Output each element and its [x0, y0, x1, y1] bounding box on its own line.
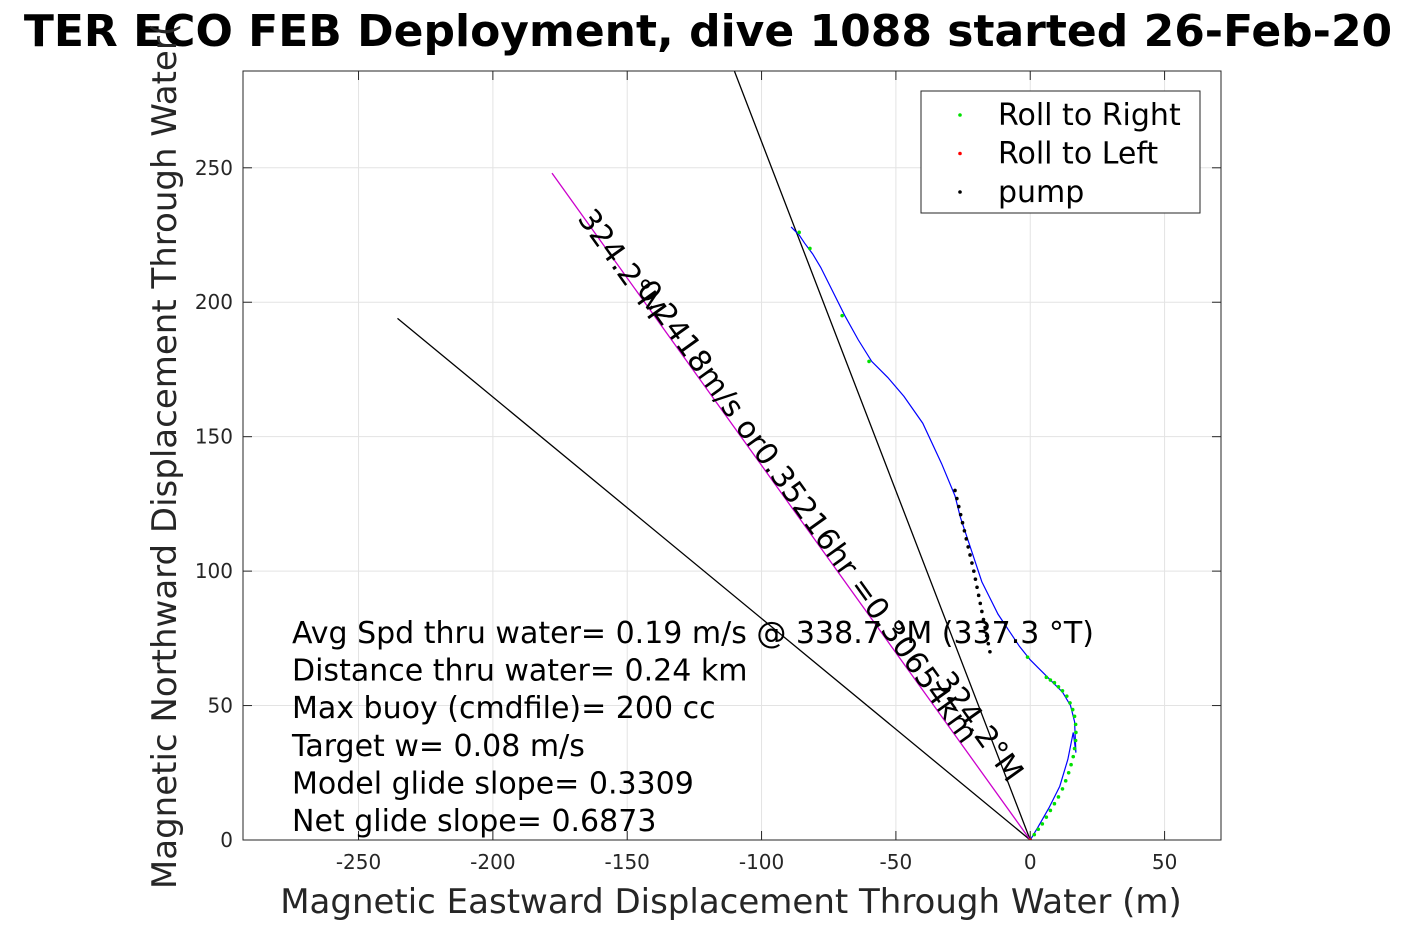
chart-title: TER ECO FEB Deployment, dive 1088 starte…	[24, 6, 1392, 57]
x-axis-label: Magnetic Eastward Displacement Through W…	[280, 882, 1182, 922]
pump-point	[978, 601, 983, 606]
reference-line	[733, 71, 1031, 840]
x-tick-label: 0	[1024, 850, 1037, 874]
roll-to-right-point	[1073, 738, 1078, 743]
roll-to-right-point	[808, 246, 812, 251]
info-line: Net glide slope= 0.6873	[292, 804, 656, 839]
roll-to-right-point	[1064, 694, 1069, 698]
pump-point	[983, 625, 987, 630]
x-tick-label: 50	[1152, 850, 1177, 874]
pump-point	[976, 593, 981, 598]
pump-point	[970, 561, 974, 565]
roll-to-right-point	[1060, 787, 1065, 791]
legend-box	[920, 90, 1201, 214]
legend-marker	[958, 151, 962, 156]
roll-to-right-point	[1052, 801, 1057, 806]
roll-to-right-point	[1060, 688, 1065, 693]
roll-to-right-point	[1025, 655, 1030, 659]
legend-label: Roll to Left	[998, 137, 1158, 172]
roll-to-right-point	[1056, 795, 1061, 799]
pump-point	[988, 649, 992, 654]
info-line: Max buoy (cmdfile)= 200 cc	[292, 691, 716, 726]
pump-point	[966, 545, 970, 549]
plot-area: -250 -200 -150 -100 -50 0 50050100150200250324…	[195, 70, 1222, 874]
legend-label: Roll to Right	[998, 98, 1181, 133]
roll-to-right-point	[1040, 822, 1045, 826]
x-tick-label: -100	[739, 850, 784, 874]
y-tick-label: 150	[195, 425, 233, 449]
roll-to-right-point	[1052, 680, 1057, 685]
x-tick-label: -50	[880, 850, 913, 874]
pump-point	[960, 520, 965, 525]
plot-frame	[242, 70, 1222, 841]
pump-point	[980, 609, 984, 614]
pump-point	[964, 537, 969, 541]
x-tick-label: -200	[470, 850, 515, 874]
info-line: Avg Spd thru water= 0.19 m/s @ 338.7 °M …	[292, 616, 1094, 651]
pump-point	[956, 504, 961, 509]
legend-label: pump	[998, 175, 1084, 210]
roll-to-right-point	[1056, 684, 1061, 689]
info-line: Distance thru water= 0.24 km	[292, 654, 747, 689]
legend-marker	[958, 190, 962, 194]
roll-to-right-point	[1066, 770, 1071, 775]
info-line: Model glide slope= 0.3309	[292, 766, 694, 801]
legend-marker	[958, 113, 962, 117]
roll-to-right-point	[1048, 678, 1053, 682]
roll-to-right-point	[1063, 779, 1068, 783]
roll-to-right-point	[1044, 675, 1049, 680]
reference-line	[551, 172, 1031, 840]
y-tick-label: 100	[195, 559, 233, 583]
pump-point	[973, 577, 978, 581]
pump-point	[975, 585, 979, 590]
pump-point	[955, 496, 959, 501]
y-tick-label: 250	[195, 156, 233, 180]
roll-to-right-point	[1073, 722, 1078, 727]
y-axis-label: Magnetic Northward Displacement Through …	[145, 23, 185, 889]
y-tick-label: 50	[208, 694, 233, 718]
x-tick-label: -250	[336, 850, 381, 874]
reference-line	[397, 317, 1031, 840]
roll-to-right-point	[1044, 815, 1049, 819]
pump-point	[984, 633, 989, 638]
roll-to-right-point	[1069, 762, 1073, 767]
roll-to-right-point	[1032, 832, 1037, 837]
roll-to-right-point	[1048, 808, 1053, 813]
pump-point	[953, 488, 957, 493]
roll-to-right-point	[797, 230, 801, 235]
info-line: Target w= 0.08 m/s	[291, 729, 585, 764]
roll-to-right-point	[1071, 754, 1076, 759]
roll-to-right-point	[1072, 714, 1077, 719]
roll-to-right-point	[867, 359, 871, 364]
roll-to-right-point	[840, 313, 844, 318]
y-tick-label: 200	[195, 290, 233, 314]
pump-point	[981, 617, 986, 622]
pump-point	[986, 641, 991, 646]
pump-point	[958, 512, 963, 517]
roll-to-right-point	[1070, 707, 1075, 712]
x-tick-label: -150	[605, 850, 650, 874]
pump-point	[968, 553, 972, 557]
roll-to-right-point	[1068, 701, 1072, 705]
pump-point	[962, 528, 967, 533]
roll-to-right-point	[1074, 730, 1078, 735]
roll-to-right-point	[1036, 827, 1041, 832]
pump-point	[972, 569, 976, 573]
y-tick-label: 0	[220, 828, 233, 852]
roll-to-right-point	[1072, 746, 1077, 751]
